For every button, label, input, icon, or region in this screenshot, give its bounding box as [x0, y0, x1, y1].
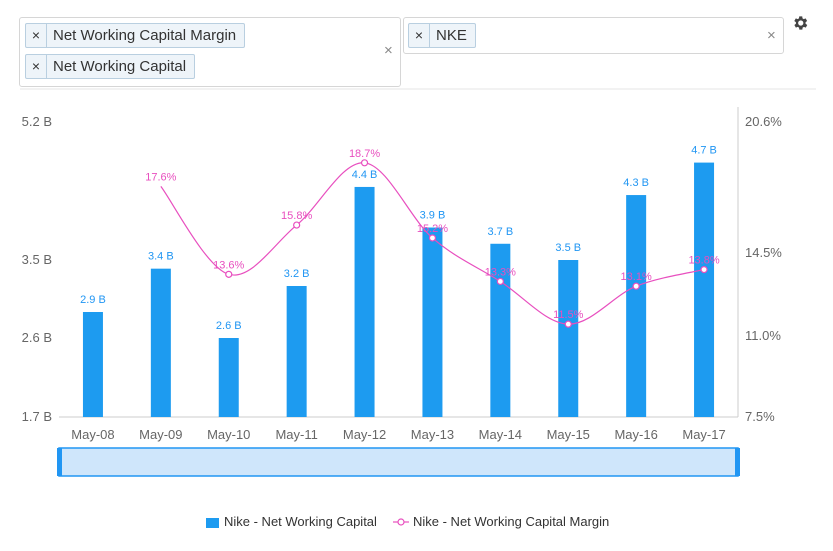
company-tag-nke: × NKE [408, 23, 476, 48]
margin-point[interactable] [496, 277, 504, 286]
remove-tag-button[interactable]: × [26, 55, 47, 78]
bar-net-working-capital[interactable] [286, 286, 307, 417]
x-tick-label: May-16 [614, 427, 657, 442]
metric-tag-net-working-capital-margin: × Net Working Capital Margin [25, 23, 246, 48]
y-right-tick-label: 11.0% [745, 328, 781, 343]
margin-point[interactable] [293, 221, 301, 229]
legend-label: Nike - Net Working Capital Margin [413, 514, 610, 529]
margin-data-label: 18.7% [349, 148, 380, 160]
remove-tag-button[interactable]: × [409, 24, 430, 47]
bar-data-label: 2.6 B [216, 320, 242, 332]
company-picker[interactable]: × NKE × [403, 17, 784, 54]
bar-net-working-capital[interactable] [354, 186, 375, 417]
bar-data-label: 3.7 B [488, 226, 514, 238]
y-right-tick-label: 20.6% [745, 114, 782, 129]
metric-tag-label: Net Working Capital [53, 58, 187, 75]
metric-picker[interactable]: × Net Working Capital Margin × Net Working… [19, 17, 401, 87]
margin-data-label: 15.8% [281, 210, 312, 222]
bar-net-working-capital[interactable] [150, 268, 171, 417]
margin-data-label: 13.3% [485, 266, 516, 278]
metric-tag-net-working-capital: × Net Working Capital [25, 54, 196, 79]
x-tick-label: May-09 [139, 427, 182, 442]
bar-data-label: 4.4 B [352, 169, 378, 181]
clear-metrics-button[interactable]: × [384, 42, 393, 59]
bar-net-working-capital[interactable] [694, 162, 715, 417]
gear-icon[interactable] [791, 14, 809, 32]
margin-data-label: 13.8% [688, 255, 719, 267]
legend-line-swatch [393, 518, 409, 526]
bar-net-working-capital[interactable] [82, 312, 103, 417]
y-left-tick-label: 2.6 B [22, 330, 52, 345]
range-handle-left[interactable] [57, 448, 62, 476]
legend-bar-swatch [206, 518, 219, 528]
y-left-tick-label: 3.5 B [22, 252, 52, 267]
margin-data-label: 15.2% [417, 223, 448, 235]
range-handle-right[interactable] [735, 448, 740, 476]
bar-data-label: 2.9 B [80, 294, 106, 306]
margin-data-label: 17.6% [145, 171, 176, 183]
metric-tag-label: Net Working Capital Margin [53, 27, 237, 44]
bar-data-label: 3.5 B [555, 242, 581, 254]
margin-point[interactable] [428, 234, 437, 242]
x-tick-label: May-08 [71, 427, 114, 442]
y-right-tick-label: 7.5% [745, 409, 775, 424]
bar-data-label: 4.3 B [623, 177, 649, 189]
margin-data-label: 13.1% [621, 271, 652, 283]
company-tag-label: NKE [436, 27, 467, 44]
x-tick-label: May-10 [207, 427, 250, 442]
margin-data-label: 11.5% [553, 309, 584, 321]
margin-point[interactable] [225, 270, 233, 278]
margin-point[interactable] [360, 159, 369, 167]
margin-data-label: 13.6% [213, 259, 244, 271]
remove-tag-button[interactable]: × [26, 24, 47, 47]
bar-data-label: 4.7 B [691, 145, 717, 157]
legend-label: Nike - Net Working Capital [224, 514, 377, 529]
margin-point[interactable] [632, 282, 640, 290]
bar-net-working-capital[interactable] [218, 338, 239, 417]
y-left-tick-label: 5.2 B [22, 114, 52, 129]
bar-data-label: 3.2 B [284, 268, 310, 280]
margin-series-line [160, 162, 705, 325]
x-tick-label: May-15 [547, 427, 590, 442]
x-tick-label: May-12 [343, 427, 386, 442]
bar-net-working-capital[interactable] [558, 260, 579, 417]
bar-data-label: 3.4 B [148, 251, 174, 263]
range-navigator[interactable] [58, 447, 739, 477]
bar-net-working-capital[interactable] [490, 243, 511, 417]
margin-point[interactable] [564, 320, 572, 328]
bar-data-label: 3.9 B [420, 210, 446, 222]
y-left-tick-label: 1.7 B [22, 409, 52, 424]
margin-point[interactable] [700, 266, 708, 274]
x-tick-label: May-11 [275, 427, 317, 442]
x-tick-label: May-14 [479, 427, 522, 442]
bar-net-working-capital[interactable] [422, 227, 443, 417]
x-tick-label: May-17 [682, 427, 725, 442]
x-tick-label: May-13 [411, 427, 454, 442]
clear-companies-button[interactable]: × [767, 27, 776, 44]
y-right-tick-label: 14.5% [745, 245, 782, 260]
bar-net-working-capital[interactable] [626, 195, 647, 417]
